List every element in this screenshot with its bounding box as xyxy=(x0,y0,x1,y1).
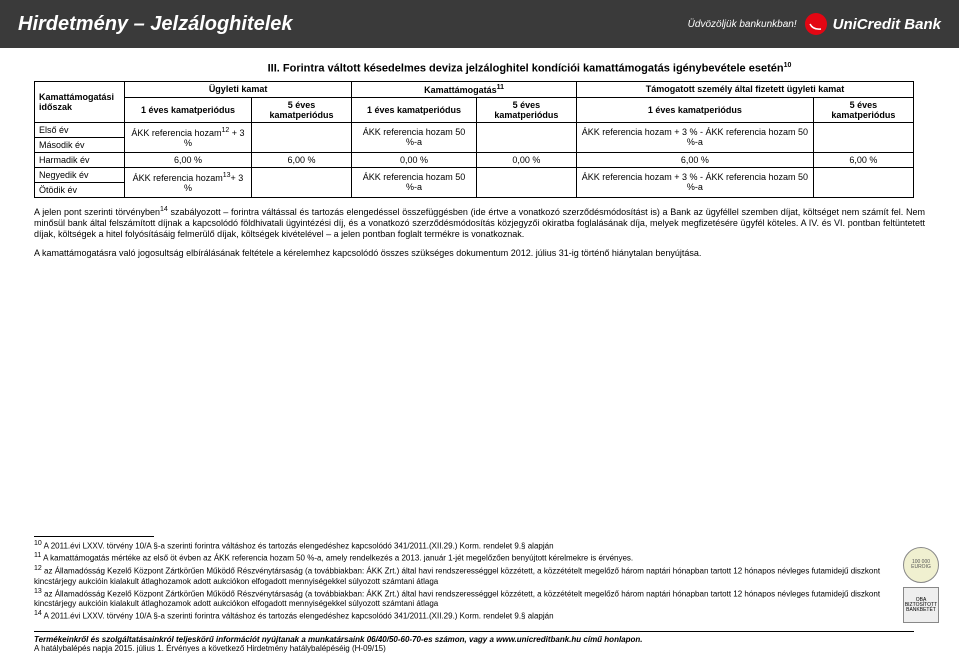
cell-empty xyxy=(251,122,351,152)
cell: 0,00 % xyxy=(352,152,477,167)
cell-empty xyxy=(476,122,576,152)
paragraph-1: A jelen pont szerinti törvényben14 szabá… xyxy=(34,206,925,241)
row-label: Második év xyxy=(35,137,125,152)
table-row: Negyedik év ÁKK referencia hozam13+ 3 % … xyxy=(35,167,914,182)
footer-url: www.unicreditbank.hu xyxy=(496,635,581,644)
cell-akk3b: ÁKK referencia hozam + 3 % - ÁKK referen… xyxy=(577,167,814,197)
th-kamattam-text: Kamattámogatás xyxy=(424,85,497,95)
cell-akk2: ÁKK referencia hozam 50 %-a xyxy=(352,122,477,152)
cell: 6,00 % xyxy=(813,152,913,167)
fn-text: A kamattámogatás mértéke az első öt évbe… xyxy=(41,554,633,563)
footnote: 14 A 2011.évi LXXV. törvény 10/A §-a sze… xyxy=(34,610,914,622)
section-title-text: III. Forintra váltott késedelmes deviza … xyxy=(268,63,784,75)
section-title-sup: 10 xyxy=(784,62,792,69)
unicredit-logo-icon xyxy=(805,13,827,35)
section-title: III. Forintra váltott késedelmes deviza … xyxy=(134,62,925,75)
footnote: 12 az Államadósság Kezelő Központ Zártkö… xyxy=(34,565,914,587)
f1a: Termékeinkről és szolgáltatásainkról tel… xyxy=(34,635,496,644)
th-1ev-3: 1 éves kamatperiódus xyxy=(577,97,814,122)
bank-name: UniCredit Bank xyxy=(833,16,941,33)
row-label: Ötödik év xyxy=(35,182,125,197)
cell-empty xyxy=(476,167,576,197)
footnote: 13 az Államadósság Kezelő Központ Zártkö… xyxy=(34,588,914,610)
cell-empty xyxy=(251,167,351,197)
page-header: Hirdetmény – Jelzáloghitelek Üdvözöljük … xyxy=(0,0,959,48)
cell-akk1b: ÁKK referencia hozam13+ 3 % xyxy=(125,167,252,197)
p1a: A jelen pont szerinti törvényben xyxy=(34,207,160,217)
cell: 6,00 % xyxy=(125,152,252,167)
euro-badge-icon: 100 000 EUROIG xyxy=(903,547,939,583)
txt: ÁKK referencia hozam xyxy=(133,173,223,183)
cell: 6,00 % xyxy=(577,152,814,167)
footer: Termékeinkről és szolgáltatásainkról tel… xyxy=(34,631,914,653)
th-period: Kamattámogatási időszak xyxy=(35,81,125,122)
paragraph-2: A kamattámogatásra való jogosultság elbí… xyxy=(34,248,925,259)
cell-akk3: ÁKK referencia hozam + 3 % - ÁKK referen… xyxy=(577,122,814,152)
sup: 13 xyxy=(223,172,231,179)
p1b: szabályozott – forintra váltással és tar… xyxy=(34,207,925,240)
table-row: Harmadik év 6,00 % 6,00 % 0,00 % 0,00 % … xyxy=(35,152,914,167)
cell-akk2b: ÁKK referencia hozam 50 %-a xyxy=(352,167,477,197)
row-label: Első év xyxy=(35,122,125,137)
table-row: Első év ÁKK referencia hozam12 + 3 % ÁKK… xyxy=(35,122,914,137)
cell: 6,00 % xyxy=(251,152,351,167)
p1sup: 14 xyxy=(160,206,168,213)
fn-text: az Államadósság Kezelő Központ Zártkörűe… xyxy=(34,589,880,608)
rates-table: Kamattámogatási időszak Ügyleti kamat Ka… xyxy=(34,81,914,198)
th-kamattam-sup: 11 xyxy=(497,84,504,91)
footnote-rule xyxy=(34,536,154,537)
th-5ev-1: 5 éves kamatperiódus xyxy=(251,97,351,122)
header-tagline: Üdvözöljük bankunkban! xyxy=(688,19,797,30)
th-5ev-3: 5 éves kamatperiódus xyxy=(813,97,913,122)
fn-text: A 2011.évi LXXV. törvény 10/A §-a szerin… xyxy=(42,612,554,621)
header-right: Üdvözöljük bankunkban! UniCredit Bank xyxy=(688,13,941,35)
footer-line-2: A hatálybalépés napja 2015. július 1. Ér… xyxy=(34,644,914,653)
fn-text: A 2011.évi LXXV. törvény 10/A §-a szerin… xyxy=(42,541,554,550)
bank-logo: UniCredit Bank xyxy=(805,13,941,35)
oba-badge-icon: OBA BIZTOSÍTOTT BANKBETÉT xyxy=(903,587,939,623)
cell-akk1: ÁKK referencia hozam12 + 3 % xyxy=(125,122,252,152)
footnote: 11 A kamattámogatás mértéke az első öt é… xyxy=(34,552,914,564)
th-ugyleti: Ügyleti kamat xyxy=(125,81,352,97)
cell-empty xyxy=(813,122,913,152)
cell: 0,00 % xyxy=(476,152,576,167)
footnote: 10 A 2011.évi LXXV. törvény 10/A §-a sze… xyxy=(34,540,914,552)
th-5ev-2: 5 éves kamatperiódus xyxy=(476,97,576,122)
row-label: Negyedik év xyxy=(35,167,125,182)
th-1ev-1: 1 éves kamatperiódus xyxy=(125,97,252,122)
footnotes: 10 A 2011.évi LXXV. törvény 10/A §-a sze… xyxy=(34,536,914,623)
content: III. Forintra váltott késedelmes deviza … xyxy=(0,48,959,260)
f1c: című honlapon. xyxy=(581,635,642,644)
txt: ÁKK referencia hozam xyxy=(131,128,221,138)
row-label: Harmadik év xyxy=(35,152,125,167)
th-1ev-2: 1 éves kamatperiódus xyxy=(352,97,477,122)
footer-line-1: Termékeinkről és szolgáltatásainkról tel… xyxy=(34,635,914,644)
th-kamattam: Kamattámogatás11 xyxy=(352,81,577,97)
cell-empty xyxy=(813,167,913,197)
side-badges: 100 000 EUROIG OBA BIZTOSÍTOTT BANKBETÉT xyxy=(903,547,939,623)
th-tamogatott: Támogatott személy által fizetett ügylet… xyxy=(577,81,914,97)
fn-text: az Államadósság Kezelő Központ Zártkörűe… xyxy=(34,567,880,586)
header-title: Hirdetmény – Jelzáloghitelek xyxy=(18,13,293,36)
